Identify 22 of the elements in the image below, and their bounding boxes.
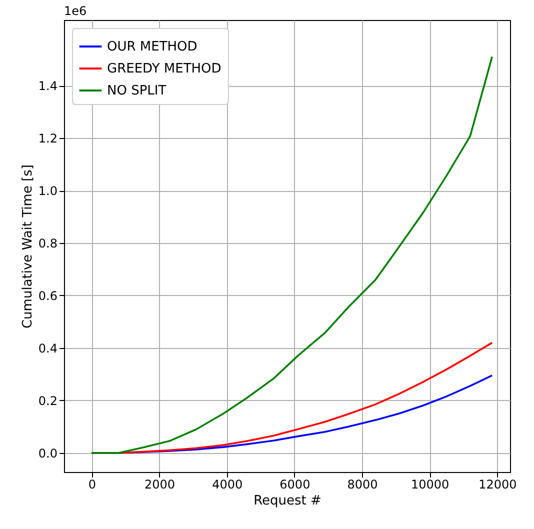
y-tick-label: 0.0 (38, 446, 58, 460)
y-tick-label: 0.4 (38, 341, 58, 356)
y-tick-label: 1.4 (38, 79, 58, 94)
line-series (90, 56, 493, 454)
x-tick-label: 0 (88, 478, 96, 492)
x-tick-label: 8000 (347, 478, 378, 492)
y-tick-label: 0.8 (38, 236, 58, 250)
x-tick-label: 2000 (144, 478, 176, 492)
y-tick-label: 0.2 (38, 394, 58, 408)
x-axis-title: Request # (254, 494, 322, 508)
x-tick-label: 12000 (478, 478, 517, 492)
y-axis-title: Cumulative Wait Time [s] (20, 164, 36, 329)
legend-label: OUR METHOD (107, 40, 198, 54)
x-tick-label: 10000 (410, 478, 450, 492)
x-tick-label: 4000 (212, 478, 243, 492)
text: 1e6 (64, 4, 87, 18)
y-tick-label: 0.6 (38, 288, 58, 303)
legend-label: NO SPLIT (107, 84, 166, 98)
y-tick-label: 1.0 (38, 184, 58, 198)
y-tick-label: 1.2 (38, 132, 58, 146)
legend-label: GREEDY METHOD (107, 62, 222, 76)
x-tick-label: 6000 (280, 478, 310, 492)
